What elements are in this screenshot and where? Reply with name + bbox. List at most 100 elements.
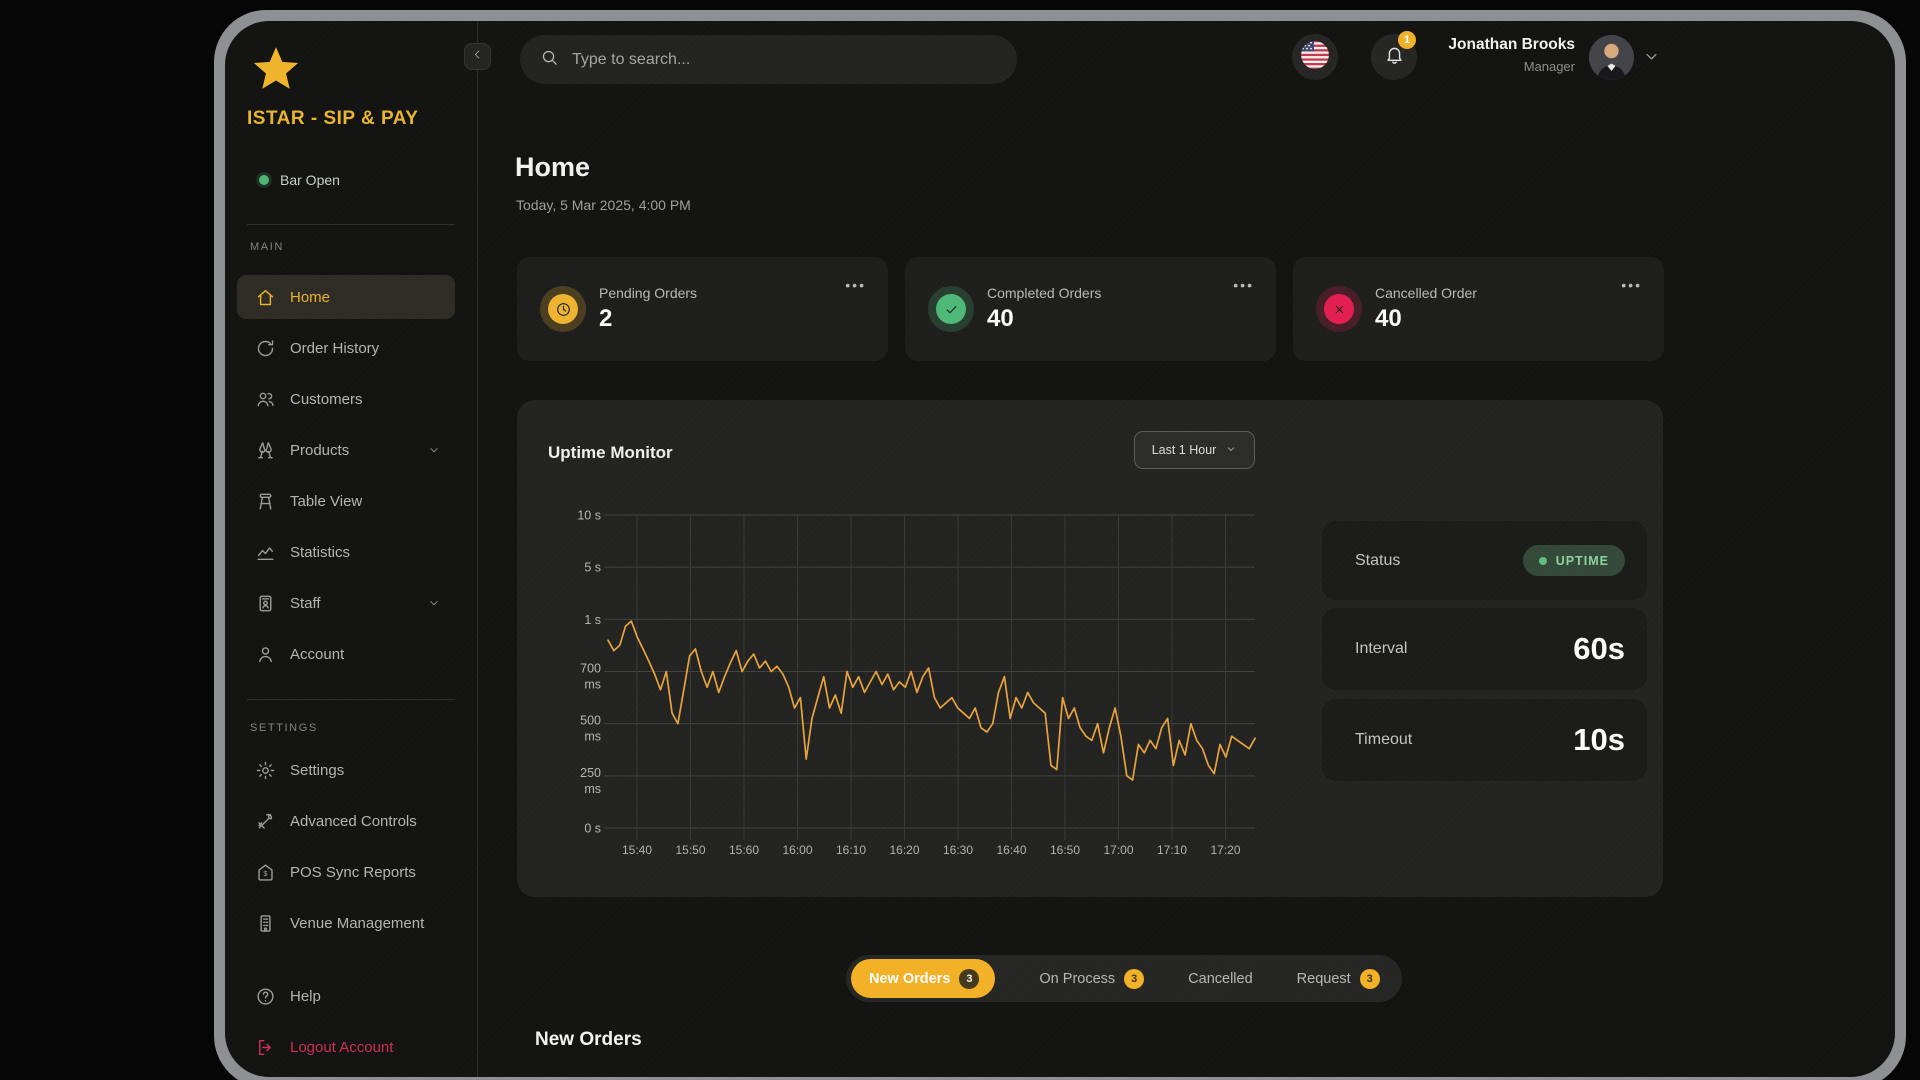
search-bar <box>520 35 1017 84</box>
sidebar-item-label: Home <box>290 288 331 306</box>
search-icon <box>540 48 559 72</box>
sidebar-item-label: Statistics <box>290 543 351 561</box>
home-icon <box>255 287 276 308</box>
tools-icon <box>255 811 276 832</box>
svg-text:17:20: 17:20 <box>1210 843 1240 857</box>
svg-text:0 s: 0 s <box>584 822 601 836</box>
time-range-dropdown[interactable]: Last 1 Hour <box>1134 431 1255 469</box>
sidebar-item-order-history[interactable]: Order History <box>237 326 455 370</box>
tab-label: On Process <box>1039 970 1116 987</box>
svg-text:10 s: 10 s <box>577 509 601 523</box>
sidebar-item-statistics[interactable]: Statistics <box>237 530 455 574</box>
sidebar-item-label: Table View <box>290 492 363 510</box>
brand: ISTAR - SIP & PAY <box>225 21 477 130</box>
stat-value: 40 <box>987 305 1014 332</box>
card-menu-button[interactable]: ••• <box>1621 277 1642 293</box>
uptime-stat-timeout: Timeout 10s <box>1322 699 1647 781</box>
sidebar-divider <box>477 21 478 1077</box>
uptime-dot-icon <box>1538 556 1547 565</box>
chevron-down-icon[interactable] <box>1642 47 1661 66</box>
stat-value: 2 <box>599 305 613 332</box>
user-menu[interactable]: Jonathan Brooks Manager <box>1410 36 1575 74</box>
card-menu-button[interactable]: ••• <box>1233 277 1254 293</box>
chevron-down-icon <box>427 443 441 457</box>
sidebar-item-table-view[interactable]: Table View <box>237 479 455 523</box>
sidebar-item-label: Venue Management <box>290 914 425 932</box>
sidebar-section-header: SETTINGS <box>250 722 318 734</box>
sidebar-item-advanced-controls[interactable]: Advanced Controls <box>237 799 455 843</box>
stat-value: 40 <box>1375 305 1402 332</box>
uptime-stat-status: Status UPTIME <box>1322 521 1647 600</box>
sidebar-item-help[interactable]: Help <box>237 974 455 1018</box>
svg-text:16:50: 16:50 <box>1050 843 1080 857</box>
stat-card-cancelled-order: Cancelled Order 40 ••• <box>1293 257 1664 361</box>
search-input[interactable] <box>572 50 997 69</box>
sidebar-item-pos-sync-reports[interactable]: $ POS Sync Reports <box>237 850 455 894</box>
sidebar-item-venue-management[interactable]: Venue Management <box>237 901 455 945</box>
uptime-title: Uptime Monitor <box>548 443 673 462</box>
svg-text:16:10: 16:10 <box>836 843 866 857</box>
tab-count-badge: 3 <box>1124 968 1145 989</box>
range-label: Last 1 Hour <box>1151 443 1217 457</box>
sidebar-item-home[interactable]: Home <box>237 275 455 319</box>
help-icon <box>255 986 276 1007</box>
stat-icon-ring <box>540 286 586 332</box>
user-role: Manager <box>1523 59 1575 74</box>
sidebar-item-staff[interactable]: Staff <box>237 581 455 625</box>
svg-text:17:10: 17:10 <box>1157 843 1187 857</box>
stat-meta: Pending Orders 2 <box>599 285 697 333</box>
tab-request[interactable]: Request 3 <box>1297 968 1380 989</box>
svg-text:$: $ <box>263 868 268 877</box>
sidebar-item-customers[interactable]: Customers <box>237 377 455 421</box>
uptime-badge-label: UPTIME <box>1555 553 1609 568</box>
tab-count-badge: 3 <box>1359 968 1380 989</box>
refresh-icon <box>255 338 276 359</box>
language-flag-button[interactable] <box>1292 34 1338 80</box>
sidebar-item-products[interactable]: Products <box>237 428 455 472</box>
bar-open-status: Bar Open <box>259 172 477 188</box>
sidebar-item-label: Logout Account <box>290 1038 394 1056</box>
sidebar-item-label: Help <box>290 987 321 1005</box>
device-frame: ISTAR - SIP & PAY Bar Open MAIN Home Ord… <box>214 10 1906 1080</box>
chevron-down-icon <box>427 596 441 610</box>
sidebar-rule <box>247 699 455 700</box>
section-heading: New Orders <box>535 1029 642 1050</box>
tab-new-orders[interactable]: New Orders 3 <box>851 959 996 998</box>
uptime-stat-label: Status <box>1355 551 1401 569</box>
sidebar-section-header: MAIN <box>250 241 284 253</box>
sidebar-item-label: Account <box>290 645 345 663</box>
uptime-monitor-panel: Uptime Monitor Last 1 Hour 10 s 5 s 1 s 700… <box>517 400 1663 897</box>
uptime-stat-label: Interval <box>1355 640 1408 657</box>
svg-text:5 s: 5 s <box>584 561 601 575</box>
star-logo-icon <box>247 42 477 98</box>
stat-card-completed-orders: Completed Orders 40 ••• <box>905 257 1276 361</box>
stat-label: Pending Orders <box>599 285 698 301</box>
order-tabs: New Orders 3 On Process 3 Cancelled Request 3 <box>846 955 1402 1002</box>
dollar-house-icon: $ <box>255 862 276 883</box>
chevron-left-icon <box>471 48 484 66</box>
users-icon <box>255 389 276 410</box>
svg-text:15:60: 15:60 <box>729 843 759 857</box>
user-avatar[interactable] <box>1589 35 1634 80</box>
tab-label: New Orders <box>869 970 951 987</box>
notifications-button[interactable]: 1 <box>1371 31 1417 80</box>
open-status-dot-icon <box>259 175 269 185</box>
sidebar-item-account[interactable]: Account <box>237 632 455 676</box>
stat-cards-row: Pending Orders 2 ••• Completed Orders 40… <box>517 257 1664 361</box>
card-menu-button[interactable]: ••• <box>845 277 866 293</box>
id-badge-icon <box>255 593 276 614</box>
sidebar-item-label: Settings <box>290 761 345 779</box>
sidebar-item-settings[interactable]: Settings <box>237 748 455 792</box>
uptime-status-badge: UPTIME <box>1522 545 1625 576</box>
sidebar-item-logout-account[interactable]: Logout Account <box>237 1025 455 1069</box>
chevron-down-icon <box>1225 443 1237 458</box>
tab-cancelled[interactable]: Cancelled <box>1188 971 1253 987</box>
sidebar-rule <box>247 224 455 225</box>
sidebar-collapse-button[interactable] <box>464 43 491 70</box>
tab-on-process[interactable]: On Process 3 <box>1039 968 1145 989</box>
svg-text:1 s: 1 s <box>584 613 601 627</box>
sidebar-item-label: Customers <box>290 390 363 408</box>
check-icon <box>936 294 966 324</box>
